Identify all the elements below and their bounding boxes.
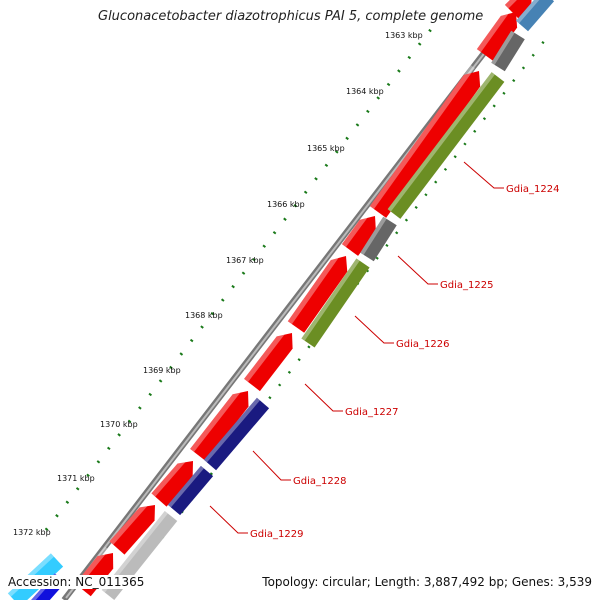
gene-connector xyxy=(209,505,248,534)
ruler-label: 1367 kbp xyxy=(226,256,264,265)
ruler-label: 1366 kbp xyxy=(267,200,305,209)
cds-reverse-gray-1 xyxy=(491,30,525,72)
gene-label[interactable]: Gdia_1225 xyxy=(440,280,493,291)
cds-reverse-olive-1 xyxy=(387,72,505,219)
gene-connector xyxy=(252,450,291,481)
cds-forward-7 xyxy=(151,454,194,507)
gene-label[interactable]: Gdia_1228 xyxy=(293,476,346,487)
ruler-label: 1363 kbp xyxy=(385,31,423,40)
topology-value: circular; xyxy=(322,575,371,589)
genes-label: Genes: xyxy=(511,575,554,589)
genome-stats: Topology: circular; Length: 3,887,492 bp… xyxy=(260,575,594,589)
gene-connector xyxy=(354,315,394,344)
map-title: Gluconacetobacter diazotrophicus PAI 5, … xyxy=(98,9,486,24)
genes-value: 3,539 xyxy=(557,575,592,589)
topology-label: Topology: xyxy=(262,575,319,589)
ruler-dotted-line xyxy=(44,27,434,531)
cds-reverse-gray-2 xyxy=(360,216,397,262)
label-connectors xyxy=(209,161,504,534)
ruler-label: 1365 kbp xyxy=(307,144,345,153)
gene-label[interactable]: Gdia_1224 xyxy=(506,184,559,195)
ruler-labels: 1363 kbp 1364 kbp 1365 kbp 1366 kbp 1367 kbp… xyxy=(13,31,423,537)
cds-forward-5 xyxy=(244,326,293,392)
feature-track xyxy=(7,0,555,600)
ruler-label: 1368 kbp xyxy=(185,311,223,320)
cds-forward-1 xyxy=(476,6,518,61)
cds-reverse-navy-2 xyxy=(167,465,214,516)
length-value: 3,887,492 bp; xyxy=(423,575,509,589)
cds-reverse-navy-1 xyxy=(203,397,270,471)
cds-forward-2 xyxy=(369,65,481,218)
ruler-label: 1372 kbp xyxy=(13,528,51,537)
gene-label[interactable]: Gdia_1226 xyxy=(396,339,449,350)
accession-info: Accession: NC_011365 xyxy=(6,575,147,589)
ruler-label: 1371 kbp xyxy=(57,474,95,483)
cds-forward-3 xyxy=(341,210,376,256)
gene-label[interactable]: Gdia_1227 xyxy=(345,407,398,418)
cds-forward-8 xyxy=(109,498,155,555)
cds-forward-4 xyxy=(287,250,348,333)
ruler-label: 1370 kbp xyxy=(100,420,138,429)
accession-label: Accession: xyxy=(8,575,72,589)
gene-connector xyxy=(397,255,438,285)
ruler-label: 1369 kbp xyxy=(143,366,181,375)
cds-reverse-olive-2 xyxy=(301,258,370,348)
gene-labels: Gdia_1224 Gdia_1225 Gdia_1226 Gdia_1227 Gdia… xyxy=(250,184,559,540)
accession-value: NC_011365 xyxy=(75,575,145,589)
cds-reverse-steelblue xyxy=(515,0,555,32)
gene-connector xyxy=(304,383,343,412)
length-label: Length: xyxy=(374,575,421,589)
cds-forward-6 xyxy=(190,384,249,462)
gene-label[interactable]: Gdia_1229 xyxy=(250,529,303,540)
gene-connector xyxy=(463,161,504,189)
ruler-label: 1364 kbp xyxy=(346,87,384,96)
